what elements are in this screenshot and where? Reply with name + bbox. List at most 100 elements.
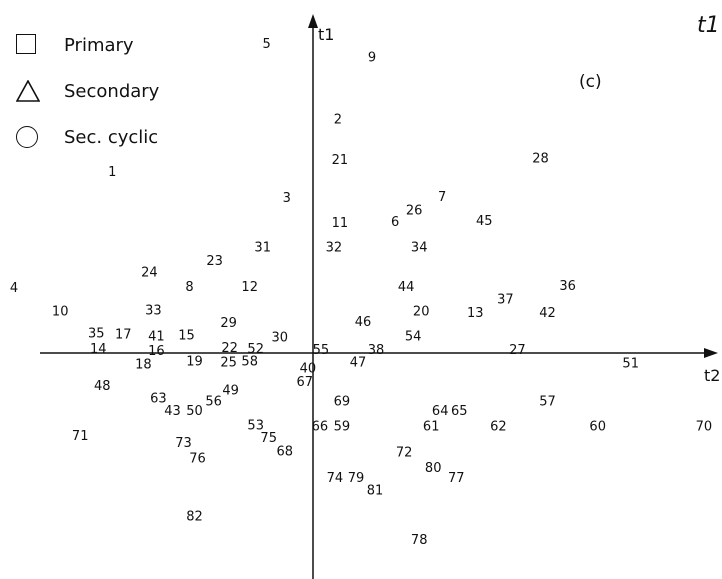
legend-label-primary: Primary: [64, 34, 134, 56]
point-label-72: 72: [396, 445, 413, 460]
point-label-32: 32: [326, 241, 343, 256]
legend-item-primary: Primary: [16, 22, 159, 68]
point-label-63: 63: [150, 392, 167, 407]
point-label-50: 50: [186, 404, 203, 419]
point-label-18: 18: [135, 358, 152, 373]
y-axis-label: t1: [318, 25, 334, 44]
point-label-82: 82: [186, 510, 203, 525]
circle-icon: [16, 126, 38, 148]
point-label-52: 52: [247, 342, 264, 357]
point-label-51: 51: [622, 356, 639, 371]
axes: [40, 14, 718, 579]
legend-item-secondary: Secondary: [15, 68, 160, 114]
point-label-17: 17: [115, 328, 132, 343]
point-label-58: 58: [241, 354, 258, 369]
point-label-53: 53: [247, 419, 264, 434]
point-label-76: 76: [189, 452, 206, 467]
corner-axis-label: t1: [697, 13, 720, 38]
point-label-10: 10: [52, 305, 69, 320]
point-label-79: 79: [348, 471, 365, 486]
point-label-21: 21: [332, 153, 349, 168]
point-label-14: 14: [90, 342, 107, 357]
point-label-64: 64: [432, 404, 449, 419]
point-label-29: 29: [220, 316, 237, 331]
point-label-65: 65: [451, 404, 468, 419]
point-label-60: 60: [589, 420, 606, 435]
point-label-23: 23: [206, 254, 223, 269]
point-label-75: 75: [260, 431, 277, 446]
point-label-15: 15: [178, 329, 195, 344]
point-label-67: 67: [297, 375, 314, 390]
point-label-38: 38: [368, 343, 385, 358]
point-label-49: 49: [222, 383, 239, 398]
point-label-70: 70: [696, 420, 713, 435]
point-label-66: 66: [312, 420, 329, 435]
point-label-20: 20: [413, 305, 430, 320]
point-label-5: 5: [263, 37, 271, 52]
point-label-41: 41: [148, 330, 165, 345]
point-label-11: 11: [332, 216, 349, 231]
point-label-56: 56: [205, 395, 222, 410]
point-label-31: 31: [254, 241, 271, 256]
point-label-27: 27: [509, 343, 526, 358]
point-label-33: 33: [145, 304, 162, 319]
point-label-1: 1: [108, 165, 116, 180]
point-label-81: 81: [367, 484, 384, 499]
point-label-68: 68: [277, 444, 294, 459]
point-label-3: 3: [283, 191, 291, 206]
panel-label: (c): [579, 72, 602, 92]
point-label-7: 7: [438, 190, 446, 205]
point-label-73: 73: [175, 436, 192, 451]
point-label-59: 59: [334, 420, 351, 435]
point-label-30: 30: [272, 331, 289, 346]
triangle-icon: [15, 79, 41, 102]
point-label-25: 25: [220, 355, 237, 370]
point-label-2: 2: [334, 112, 342, 127]
legend-label-secondary: Secondary: [64, 80, 160, 102]
point-label-44: 44: [398, 280, 415, 295]
point-label-42: 42: [539, 306, 556, 321]
point-label-71: 71: [72, 429, 89, 444]
point-label-40: 40: [300, 362, 317, 377]
y-axis-arrow-icon: [308, 14, 318, 28]
point-label-34: 34: [411, 241, 428, 256]
point-label-13: 13: [467, 306, 484, 321]
point-label-8: 8: [185, 280, 193, 295]
x-axis-arrow-icon: [704, 348, 718, 358]
point-label-74: 74: [327, 471, 344, 486]
point-label-77: 77: [448, 471, 465, 486]
legend: Primary Secondary Sec. cyclic: [15, 22, 160, 160]
point-label-78: 78: [411, 533, 428, 548]
point-label-80: 80: [425, 461, 442, 476]
point-label-26: 26: [406, 203, 423, 218]
point-label-45: 45: [476, 214, 493, 229]
point-label-61: 61: [423, 420, 440, 435]
point-label-47: 47: [350, 355, 367, 370]
point-label-55: 55: [313, 343, 330, 358]
point-label-37: 37: [497, 292, 514, 307]
point-label-69: 69: [334, 395, 351, 410]
x-axis-label: t2: [704, 366, 720, 385]
point-label-4: 4: [10, 281, 18, 296]
point-label-28: 28: [532, 152, 549, 167]
square-icon: [16, 34, 38, 56]
point-label-9: 9: [368, 50, 376, 65]
point-label-36: 36: [559, 279, 576, 294]
legend-label-sec-cyclic: Sec. cyclic: [64, 126, 159, 148]
point-label-48: 48: [94, 379, 111, 394]
legend-item-sec-cyclic: Sec. cyclic: [16, 114, 159, 160]
point-label-57: 57: [539, 395, 556, 410]
point-label-24: 24: [141, 266, 158, 281]
point-label-12: 12: [241, 280, 258, 295]
point-label-35: 35: [88, 327, 105, 342]
point-label-22: 22: [221, 341, 238, 356]
point-label-43: 43: [164, 404, 181, 419]
point-label-54: 54: [405, 330, 422, 345]
point-label-16: 16: [148, 344, 165, 359]
point-label-62: 62: [490, 420, 507, 435]
point-label-19: 19: [186, 354, 203, 369]
point-label-46: 46: [355, 315, 372, 330]
point-label-6: 6: [391, 215, 399, 230]
